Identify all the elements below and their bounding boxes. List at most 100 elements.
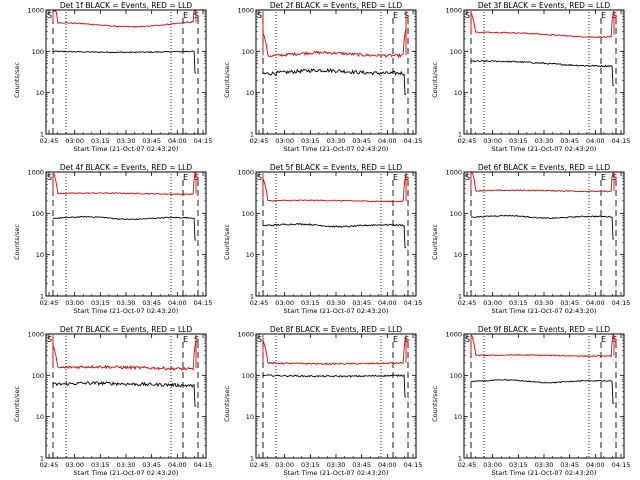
segment-marker: E xyxy=(601,335,606,344)
y-tick-label: 100 xyxy=(242,372,254,380)
y-tick-label: 1 xyxy=(40,455,44,463)
y-tick-label: 10 xyxy=(36,89,44,97)
x-tick-label: 03:00 xyxy=(275,461,294,469)
lld-series-line xyxy=(262,173,407,203)
segment-marker: S xyxy=(465,173,470,182)
y-tick-label: 10 xyxy=(246,89,254,97)
x-tick-label: 04:15 xyxy=(612,461,631,469)
segment-marker: S xyxy=(194,11,199,20)
events-series-line xyxy=(52,215,196,241)
segment-marker: E xyxy=(183,11,188,20)
events-series-line xyxy=(470,379,614,404)
y-tick-label: 10 xyxy=(454,413,462,421)
x-axis-label: Start Time (21-Oct-07 02:43:20) xyxy=(492,307,597,315)
lld-series-line xyxy=(262,335,407,366)
panel-title: Det 6f BLACK = Events, RED = LLD xyxy=(478,163,611,172)
events-series-line xyxy=(262,374,406,398)
x-tick-label: 03:30 xyxy=(327,461,346,469)
x-tick-label: 02:45 xyxy=(458,461,477,469)
events-series-line xyxy=(262,223,406,248)
x-tick-label: 04:00 xyxy=(168,137,187,145)
x-tick-label: 03:30 xyxy=(327,299,346,307)
x-tick-label: 03:45 xyxy=(560,137,579,145)
y-tick-label: 1 xyxy=(40,131,44,139)
x-tick-label: 03:00 xyxy=(483,461,502,469)
x-tick-label: 04:15 xyxy=(404,461,423,469)
segment-marker: S xyxy=(404,11,409,20)
y-tick-label: 1000 xyxy=(445,331,462,339)
y-tick-label: 1 xyxy=(458,293,462,301)
y-tick-label: 1 xyxy=(250,455,254,463)
x-tick-label: 03:45 xyxy=(560,299,579,307)
x-axis-label: Start Time (21-Oct-07 02:43:20) xyxy=(284,307,389,315)
segment-marker: E xyxy=(601,11,606,20)
segment-marker: S xyxy=(47,335,52,344)
x-tick-label: 03:30 xyxy=(117,137,136,145)
segment-marker: E xyxy=(393,335,398,344)
x-tick-label: 04:15 xyxy=(404,137,423,145)
y-tick-label: 100 xyxy=(242,48,254,56)
y-tick-label: 1 xyxy=(250,293,254,301)
y-tick-label: 100 xyxy=(32,48,44,56)
x-tick-label: 02:45 xyxy=(40,299,59,307)
lld-series-line xyxy=(53,10,196,28)
x-tick-label: 03:30 xyxy=(117,299,136,307)
x-tick-label: 03:15 xyxy=(301,137,320,145)
y-axis-label: Counts/sec xyxy=(223,224,231,260)
y-tick-label: 1000 xyxy=(237,331,254,339)
lld-series-line xyxy=(470,334,614,358)
y-tick-label: 10 xyxy=(454,251,462,259)
y-axis-label: Counts/sec xyxy=(431,224,439,260)
segment-marker: E xyxy=(601,173,606,182)
segment-marker: S xyxy=(47,11,52,20)
y-tick-label: 10 xyxy=(36,251,44,259)
x-tick-label: 04:00 xyxy=(586,137,605,145)
y-tick-label: 10 xyxy=(246,251,254,259)
x-tick-label: 03:30 xyxy=(535,137,554,145)
segment-marker: S xyxy=(257,173,262,182)
plot-frame xyxy=(463,9,625,135)
segment-marker: E xyxy=(183,173,188,182)
segment-marker: S xyxy=(612,173,617,182)
detector-panel-4: Det 4f BLACK = Events, RED = LLD 02:45 03:… xyxy=(13,163,212,315)
lld-series-line xyxy=(471,172,614,193)
detector-panel-6: Det 6f BLACK = Events, RED = LLD 02:45 03:… xyxy=(431,163,630,315)
x-tick-label: 02:45 xyxy=(40,137,59,145)
plot-frame xyxy=(45,333,207,459)
x-tick-label: 02:45 xyxy=(250,299,269,307)
x-axis-label: Start Time (21-Oct-07 02:43:20) xyxy=(492,145,597,153)
x-tick-label: 02:45 xyxy=(40,461,59,469)
detector-panel-8: Det 8f BLACK = Events, RED = LLD 02:45 03:… xyxy=(223,325,422,477)
x-tick-label: 03:30 xyxy=(535,461,554,469)
events-series-line xyxy=(470,214,614,240)
x-tick-label: 03:45 xyxy=(142,461,161,469)
segment-marker: S xyxy=(465,11,470,20)
panel-title: Det 2f BLACK = Events, RED = LLD xyxy=(270,1,403,10)
plot-frame xyxy=(255,171,417,297)
lld-series-line xyxy=(52,172,196,196)
x-tick-label: 04:00 xyxy=(168,461,187,469)
x-tick-label: 03:15 xyxy=(91,461,110,469)
x-tick-label: 03:45 xyxy=(142,299,161,307)
detector-panel-5: Det 5f BLACK = Events, RED = LLD 02:45 03:… xyxy=(223,163,422,315)
segment-marker: S xyxy=(257,11,262,20)
x-tick-label: 04:00 xyxy=(378,299,397,307)
x-tick-label: 03:00 xyxy=(275,137,294,145)
panel-title: Det 7f BLACK = Events, RED = LLD xyxy=(60,325,193,334)
panel-title: Det 1f BLACK = Events, RED = LLD xyxy=(60,1,193,10)
x-tick-label: 03:45 xyxy=(352,461,371,469)
x-tick-label: 03:00 xyxy=(65,137,84,145)
segment-marker: S xyxy=(194,335,199,344)
x-tick-label: 03:15 xyxy=(91,137,110,145)
y-axis-label: Counts/sec xyxy=(223,386,231,422)
x-tick-label: 02:45 xyxy=(458,299,477,307)
y-tick-label: 1 xyxy=(458,455,462,463)
lld-series-line xyxy=(52,340,197,372)
lld-series-line xyxy=(470,10,615,39)
segment-marker: S xyxy=(404,173,409,182)
y-axis-label: Counts/sec xyxy=(431,386,439,422)
x-tick-label: 03:00 xyxy=(65,461,84,469)
y-tick-label: 100 xyxy=(242,210,254,218)
panel-title: Det 9f BLACK = Events, RED = LLD xyxy=(478,325,611,334)
y-tick-label: 1000 xyxy=(445,169,462,177)
